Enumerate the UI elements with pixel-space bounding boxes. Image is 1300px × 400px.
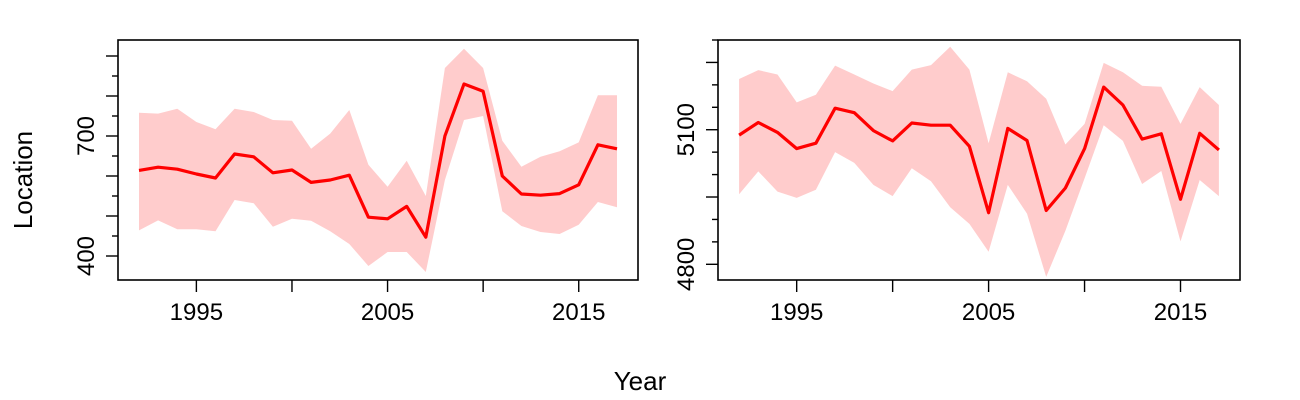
right-x-tick-label: 1995	[770, 299, 823, 326]
left-confidence-band	[139, 48, 617, 272]
left-mean-line-group	[138, 82, 618, 239]
left-x-tick-label: 1995	[170, 299, 223, 326]
right-x-tick-label: 2015	[1154, 299, 1207, 326]
left-x-tick-label: 2015	[552, 299, 605, 326]
right-y-tick-label: 5100	[673, 103, 700, 156]
right-mean-line	[738, 85, 1220, 215]
left-confidence-band-group	[139, 48, 617, 272]
right-plot-frame	[717, 39, 1241, 281]
right-confidence-band	[739, 46, 1219, 277]
right-mean-line-group	[738, 85, 1220, 215]
y-axis-title: Location	[8, 131, 38, 229]
x-axis-title: Year	[614, 366, 667, 396]
left-y-tick-label: 700	[73, 116, 100, 156]
left-x-tick-label: 2005	[361, 299, 414, 326]
left-y-tick-label: 400	[73, 236, 100, 276]
right-y-tick-label: 4800	[673, 238, 700, 291]
left-y-axis-ticks: 400 700	[73, 55, 118, 276]
left-mean-line	[138, 82, 618, 239]
right-y-axis-ticks: 4800 5100	[673, 39, 718, 291]
right-confidence-band-group	[739, 46, 1219, 277]
right-x-axis-ticks: 1995 2005 2015	[770, 280, 1207, 326]
left-x-axis-ticks: 1995 2005 2015	[170, 280, 605, 326]
right-x-tick-label: 2005	[962, 299, 1015, 326]
left-panel: 1995 2005 2015 400 700	[73, 39, 639, 326]
right-panel: 1995 2005 2015 4800 5100	[673, 39, 1241, 326]
left-plot-frame	[117, 39, 639, 281]
